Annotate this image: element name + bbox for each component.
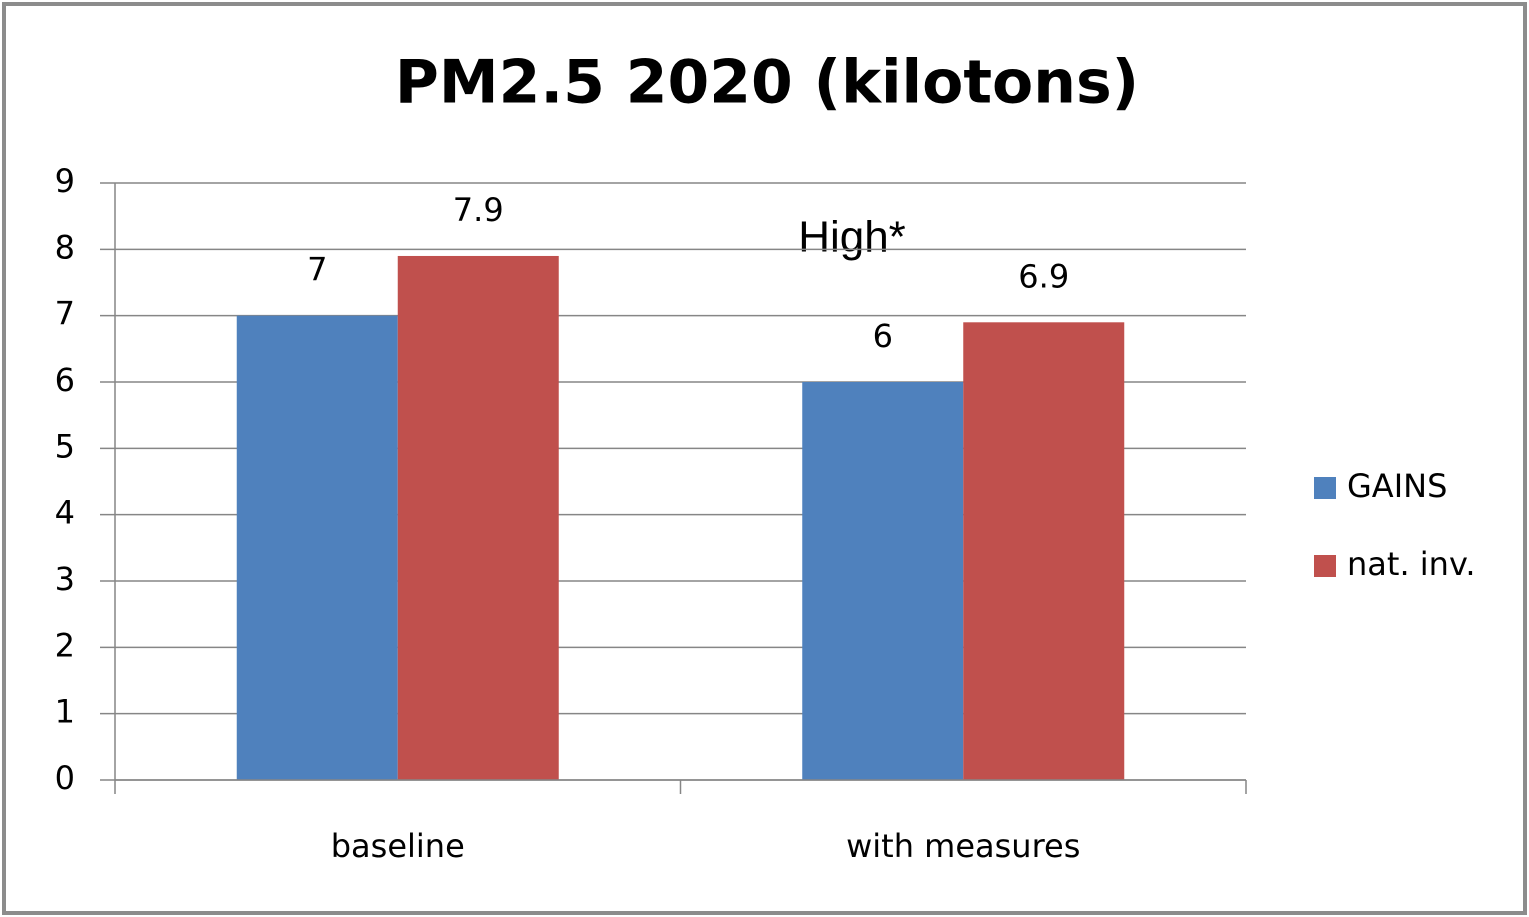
bar <box>397 255 559 780</box>
y-tick-label: 5 <box>55 427 75 465</box>
bar <box>236 315 398 780</box>
y-tick-label: 0 <box>55 759 75 797</box>
data-label: 6.9 <box>1018 257 1069 295</box>
chart-title: PM2.5 2020 (kilotons) <box>395 48 1139 118</box>
data-label: 7.9 <box>453 191 504 229</box>
bar <box>963 322 1125 780</box>
data-label: 7 <box>307 251 327 289</box>
y-tick-label: 6 <box>55 361 75 399</box>
legend-swatch <box>1314 477 1336 499</box>
legend-label: nat. inv. <box>1347 545 1476 583</box>
legend-label: GAINS <box>1347 467 1447 505</box>
data-label: 6 <box>873 317 893 355</box>
y-tick-label: 2 <box>55 626 75 664</box>
y-tick-label: 7 <box>55 295 75 333</box>
y-tick-label: 9 <box>55 162 75 200</box>
y-tick-label: 1 <box>55 693 75 731</box>
y-tick-label: 8 <box>55 228 75 266</box>
annotation: High* <box>798 213 906 262</box>
x-tick-label: with measures <box>846 827 1080 865</box>
bar <box>802 382 964 780</box>
y-tick-label: 3 <box>55 560 75 598</box>
y-tick-label: 4 <box>55 494 75 532</box>
legend-swatch <box>1314 555 1336 577</box>
x-tick-label: baseline <box>331 827 465 865</box>
